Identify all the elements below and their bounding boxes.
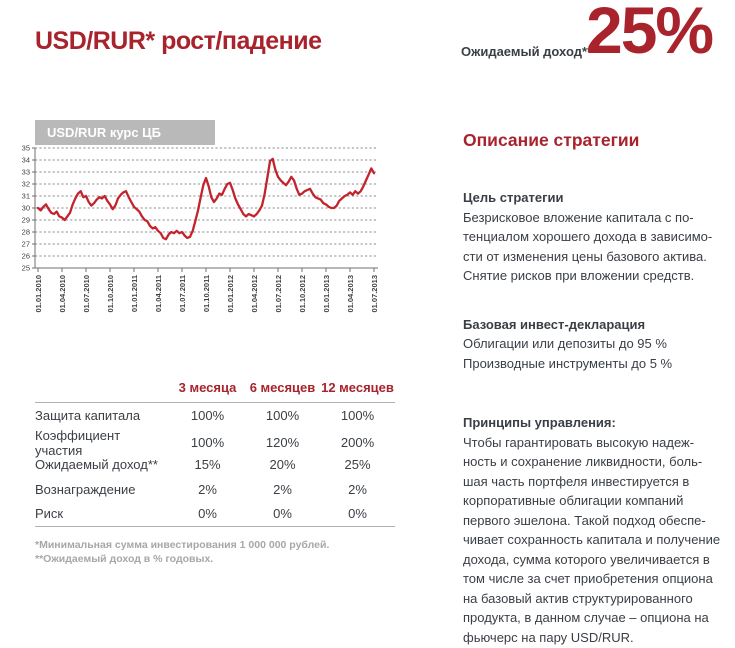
terms-table: 3 месяца 6 месяцев 12 месяцев Защита кап… [35, 372, 395, 566]
table-header-12m: 12 месяцев [321, 379, 394, 395]
row-label: Вознаграждение [35, 481, 136, 497]
cell-value: 2% [198, 481, 217, 497]
usdrur-chart: 25 26 27 28 29 30 31 32 33 34 35 01.01.2010 01.04.20… [18, 118, 383, 330]
svg-text:26: 26 [22, 252, 30, 261]
cell-value: 0% [273, 506, 292, 522]
svg-text:31: 31 [22, 192, 30, 201]
svg-text:01.10.2011: 01.10.2011 [202, 275, 211, 312]
section-title: Цель стратегии [463, 190, 564, 205]
svg-text:01.07.2012: 01.07.2012 [274, 275, 283, 313]
svg-text:01.04.2011: 01.04.2011 [154, 275, 163, 312]
section-body: Безрисковое вложение капитала с по- тенц… [463, 209, 713, 284]
footnotes: *Минимальная сумма инвестирования 1 000 … [35, 538, 395, 566]
section-goal: Цель стратегии Безрисковое вложение капи… [463, 188, 733, 286]
svg-text:01.01.2011: 01.01.2011 [130, 275, 139, 312]
footnote-min-investment: *Минимальная сумма инвестирования 1 000 … [35, 538, 330, 551]
svg-text:01.04.2012: 01.04.2012 [250, 275, 259, 313]
row-label: Ожидаемый доход** [35, 456, 158, 472]
table-row: Ожидаемый доход** 15% 20% 25% [35, 452, 395, 477]
cell-value: 0% [198, 506, 217, 522]
svg-text:01.07.2013: 01.07.2013 [370, 275, 379, 313]
table-header-row: 3 месяца 6 месяцев 12 месяцев [35, 372, 395, 403]
cell-value: 100% [190, 435, 225, 451]
section-management-principles: Принципы управления: Чтобы гарантировать… [463, 413, 733, 647]
chart-title-box: USD/RUR курс ЦБ [35, 120, 215, 145]
cell-value: 25% [344, 456, 371, 472]
table-row: Вознаграждение 2% 2% 2% [35, 477, 395, 502]
strategy-description: Описание стратегии Цель стратегии Безрис… [463, 130, 733, 647]
cell-value: 15% [194, 456, 221, 472]
table-row: Коэффициент участия 100% 120% 200% [35, 428, 395, 458]
svg-text:28: 28 [22, 228, 30, 237]
svg-text:34: 34 [22, 156, 30, 165]
section-body: Чтобы гарантировать высокую надеж- ность… [463, 434, 721, 645]
svg-text:01.04.2010: 01.04.2010 [58, 275, 67, 313]
section-body: Облигации или депозиты до 95 % Производн… [463, 336, 673, 371]
row-label: Защита капитала [35, 407, 141, 423]
cell-value: 100% [265, 407, 300, 423]
row-label: Риск [35, 506, 64, 522]
svg-text:01.01.2012: 01.01.2012 [226, 275, 235, 313]
expected-income-value: 25% [586, 0, 714, 67]
svg-text:01.07.2010: 01.07.2010 [82, 275, 91, 313]
expected-income-label: Ожидаемый доход** [461, 44, 593, 59]
section-title: Принципы управления: [463, 415, 616, 430]
usdrur-chart-svg: 25 26 27 28 29 30 31 32 33 34 35 01.01.2010 01.04.20… [22, 144, 379, 313]
table-row: Защита капитала 100% 100% 100% [35, 403, 395, 428]
section-title: Базовая инвест-декларация [463, 316, 646, 332]
table-body: Защита капитала 100% 100% 100% Коэффицие… [35, 403, 395, 527]
cell-value: 100% [340, 407, 375, 423]
svg-text:30: 30 [22, 204, 30, 213]
cell-value: 120% [265, 435, 300, 451]
svg-text:25: 25 [22, 264, 30, 273]
svg-text:01.07.2011: 01.07.2011 [178, 275, 187, 312]
row-label: Коэффициент участия [35, 427, 121, 458]
svg-text:35: 35 [22, 144, 30, 153]
svg-text:33: 33 [22, 168, 30, 177]
table-row: Риск 0% 0% 0% [35, 501, 395, 526]
table-header-6m: 6 месяцев [249, 379, 316, 395]
svg-text:01.01.2010: 01.01.2010 [34, 275, 43, 313]
cell-value: 2% [348, 481, 367, 497]
svg-text:01.01.2013: 01.01.2013 [322, 275, 331, 313]
page-title: USD/RUR* рост/падение [35, 27, 322, 55]
footnote-annual-income: **Ожидаемый доход в % годовых. [35, 552, 214, 565]
svg-text:27: 27 [22, 240, 30, 249]
cell-value: 2% [273, 481, 292, 497]
cell-value: 100% [190, 407, 225, 423]
svg-text:32: 32 [22, 180, 30, 189]
svg-text:01.10.2012: 01.10.2012 [298, 275, 307, 313]
cell-value: 200% [340, 435, 375, 451]
svg-text:29: 29 [22, 216, 30, 225]
table-header-3m: 3 месяца [178, 379, 237, 395]
cell-value: 0% [348, 506, 367, 522]
cell-value: 20% [269, 456, 296, 472]
svg-text:01.10.2010: 01.10.2010 [106, 275, 115, 313]
svg-text:01.04.2013: 01.04.2013 [346, 275, 355, 313]
description-heading: Описание стратегии [463, 130, 640, 150]
section-invest-declaration: Базовая инвест-декларация Облигации или … [463, 315, 733, 374]
